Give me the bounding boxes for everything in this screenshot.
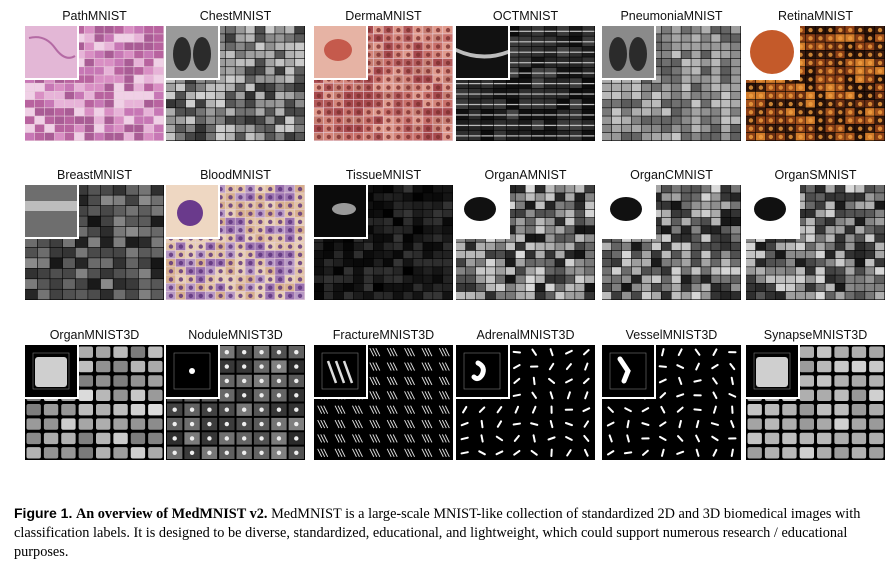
dataset-mosaic <box>602 345 741 460</box>
mosaic-image <box>166 345 305 460</box>
mosaic-image <box>456 26 595 141</box>
dataset-mosaic <box>166 26 305 141</box>
dataset-title: RetinaMNIST <box>726 8 885 24</box>
dataset-mosaic <box>25 26 164 141</box>
caption-heading: An overview of MedMNIST v2. <box>76 506 268 522</box>
dataset-mosaic <box>746 185 885 300</box>
dataset-title: SynapseMNIST3D <box>726 327 885 343</box>
mosaic-image <box>314 26 453 141</box>
dataset-mosaic <box>456 345 595 460</box>
mosaic-image <box>25 345 164 460</box>
mosaic-image <box>314 345 453 460</box>
mosaic-image <box>746 345 885 460</box>
mosaic-image <box>602 345 741 460</box>
dataset-cell: ChestMNIST <box>166 8 305 142</box>
mosaic-image <box>456 345 595 460</box>
dataset-cell: BreastMNIST <box>25 167 164 301</box>
dataset-cell: RetinaMNIST <box>746 8 885 142</box>
mosaic-image <box>314 185 453 300</box>
mosaic-image <box>166 26 305 141</box>
mosaic-image <box>746 185 885 300</box>
mosaic-image <box>746 26 885 141</box>
dataset-cell: OrganAMNIST <box>456 167 595 301</box>
dataset-cell: PathMNIST <box>25 8 164 142</box>
mosaic-image <box>25 185 164 300</box>
dataset-mosaic <box>314 26 453 141</box>
dataset-cell: BloodMNIST <box>166 167 305 301</box>
dataset-cell: OrganSMNIST <box>746 167 885 301</box>
dataset-mosaic <box>25 345 164 460</box>
mosaic-image <box>456 185 595 300</box>
dataset-cell: FractureMNIST3D <box>314 327 453 461</box>
dataset-mosaic <box>314 345 453 460</box>
figure-caption: Figure 1. An overview of MedMNIST v2. Me… <box>14 504 872 562</box>
dataset-mosaic <box>746 26 885 141</box>
dataset-cell: SynapseMNIST3D <box>746 327 885 461</box>
mosaic-image <box>25 26 164 141</box>
dataset-cell: VesselMNIST3D <box>602 327 741 461</box>
dataset-mosaic <box>166 345 305 460</box>
dataset-mosaic <box>456 185 595 300</box>
dataset-cell: OrganMNIST3D <box>25 327 164 461</box>
caption-label: Figure 1. <box>14 505 72 521</box>
dataset-cell: OrganCMNIST <box>602 167 741 301</box>
dataset-mosaic <box>602 185 741 300</box>
dataset-mosaic <box>314 185 453 300</box>
dataset-mosaic <box>25 185 164 300</box>
mosaic-image <box>166 185 305 300</box>
dataset-title: OrganSMNIST <box>726 167 885 183</box>
dataset-mosaic <box>746 345 885 460</box>
dataset-cell: TissueMNIST <box>314 167 453 301</box>
dataset-cell: AdrenalMNIST3D <box>456 327 595 461</box>
mosaic-image <box>602 185 741 300</box>
dataset-cell: NoduleMNIST3D <box>166 327 305 461</box>
dataset-cell: OCTMNIST <box>456 8 595 142</box>
dataset-mosaic <box>456 26 595 141</box>
dataset-mosaic <box>602 26 741 141</box>
mosaic-image <box>602 26 741 141</box>
dataset-mosaic <box>166 185 305 300</box>
dataset-cell: DermaMNIST <box>314 8 453 142</box>
dataset-cell: PneumoniaMNIST <box>602 8 741 142</box>
